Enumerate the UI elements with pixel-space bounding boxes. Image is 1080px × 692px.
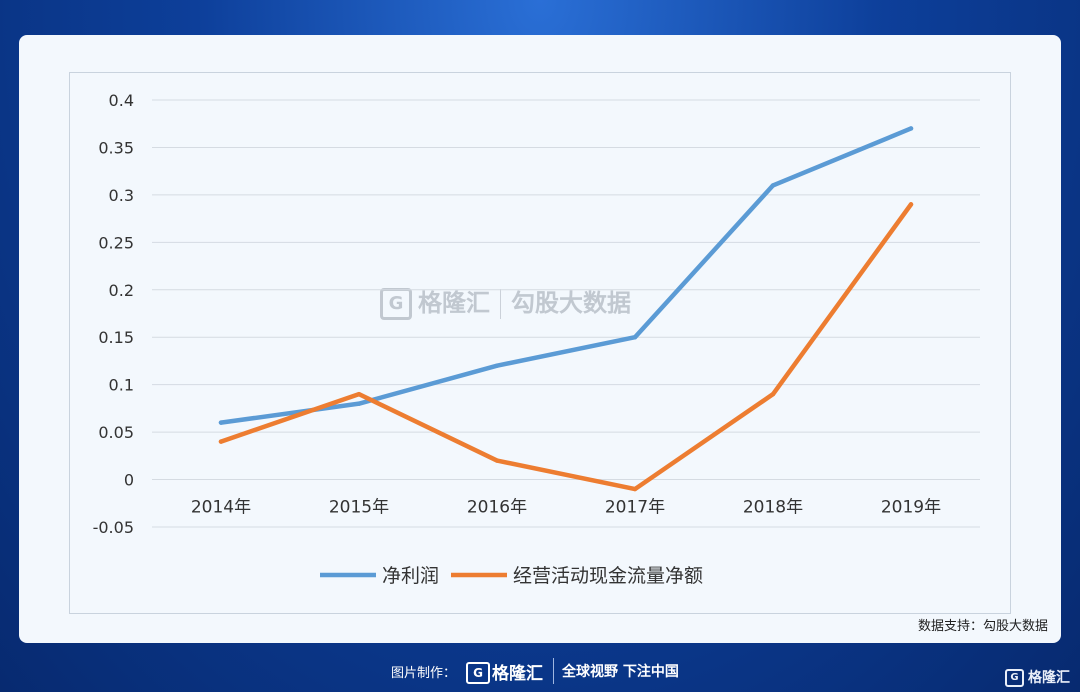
x-tick-label: 2015年 [329, 498, 389, 518]
data-point [494, 458, 500, 463]
source-note: 数据支持：勾股大数据 [917, 619, 1048, 634]
data-point [218, 439, 224, 444]
x-tick-label: 2019年 [881, 498, 941, 518]
data-point [494, 363, 500, 368]
x-tick-label: 2016年 [467, 498, 527, 518]
corner-logo-icon: G [1005, 669, 1024, 687]
y-tick-label: 0.05 [98, 423, 134, 442]
data-point [632, 335, 638, 340]
data-point [356, 391, 362, 397]
y-tick-label: 0.1 [109, 376, 134, 395]
y-tick-label: 0.3 [109, 186, 134, 205]
watermark: G 格隆汇 勾股大数据 [380, 283, 631, 320]
x-tick-label: 2017年 [605, 498, 665, 518]
series-line-1 [218, 126, 914, 425]
data-point [770, 391, 776, 397]
corner-logo-brand: 格隆汇 [1028, 670, 1070, 686]
legend-label-1: 净利润 [382, 565, 439, 587]
y-tick-label: -0.05 [93, 518, 134, 537]
y-tick-label: 0.25 [98, 233, 134, 252]
data-point [218, 420, 224, 425]
y-tick-label: 0 [124, 471, 134, 490]
legend-label-2: 经营活动现金流量净额 [513, 565, 703, 587]
y-tick-label: 0.15 [98, 328, 134, 347]
y-tick-label: 0.4 [109, 91, 134, 110]
watermark-brand: 格隆汇 [418, 289, 490, 317]
footer: 图片制作： G 格隆汇 全球视野 下注中国 [0, 652, 1080, 692]
footer-slogan: 全球视野 下注中国 [562, 664, 679, 680]
data-point [356, 401, 362, 406]
watermark-text: 勾股大数据 [511, 289, 631, 317]
footer-logo-icon: G [466, 662, 490, 684]
footer-divider [553, 658, 554, 684]
data-point [908, 202, 914, 207]
series-line-2 [218, 202, 914, 492]
footer-brand: 格隆汇 [492, 664, 543, 684]
corner-logo: G 格隆汇 [1005, 667, 1070, 687]
x-tick-label: 2018年 [743, 498, 803, 518]
x-tick-label: 2014年 [191, 498, 251, 518]
y-tick-label: 0.2 [109, 281, 134, 300]
footer-label: 图片制作： [391, 666, 457, 681]
y-tick-label: 0.35 [98, 138, 134, 157]
data-point [908, 126, 914, 131]
data-point [632, 486, 638, 492]
plot-frame [69, 72, 1011, 614]
data-point [770, 183, 776, 188]
